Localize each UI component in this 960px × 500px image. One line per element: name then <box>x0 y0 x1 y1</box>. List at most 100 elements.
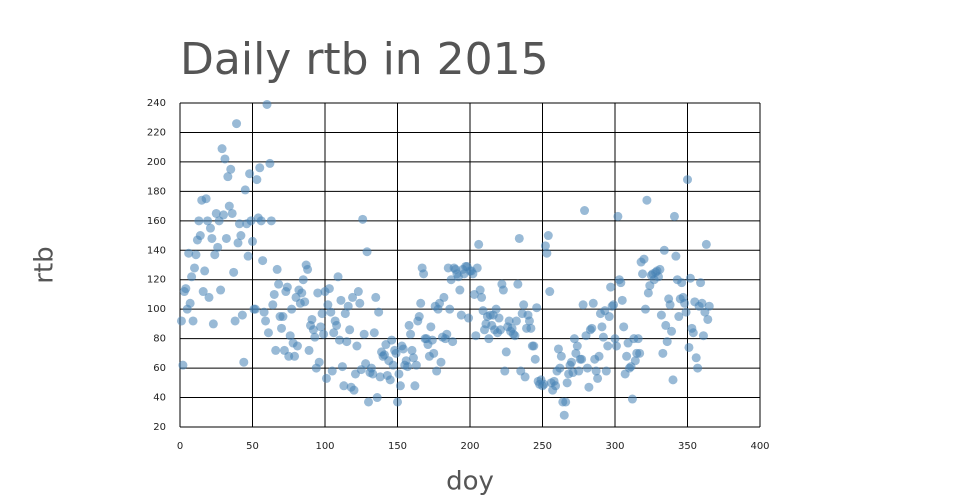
point <box>269 289 279 299</box>
point <box>335 335 344 345</box>
point <box>181 284 191 294</box>
point <box>205 223 215 233</box>
point <box>352 341 362 351</box>
point <box>540 241 550 251</box>
y-tick-label: 20 <box>153 422 166 433</box>
x-tick-label: 200 <box>460 441 479 452</box>
point <box>500 366 510 376</box>
point <box>407 345 417 355</box>
point <box>526 323 536 333</box>
point <box>658 348 668 358</box>
point <box>327 366 337 376</box>
point <box>372 393 382 403</box>
point <box>472 263 482 273</box>
point <box>551 381 561 391</box>
point <box>593 373 603 383</box>
point <box>661 320 671 330</box>
point <box>414 312 424 322</box>
point <box>510 331 520 341</box>
point <box>683 175 692 185</box>
point <box>627 394 637 404</box>
point <box>200 266 210 276</box>
point <box>654 272 663 282</box>
point <box>520 372 530 382</box>
point <box>659 245 669 255</box>
y-tick-label: 180 <box>147 186 166 197</box>
point <box>464 313 474 323</box>
point <box>655 264 665 274</box>
x-axis-label: doy <box>446 467 494 497</box>
point <box>191 250 201 260</box>
point <box>314 357 324 367</box>
point <box>232 119 242 129</box>
point <box>703 314 713 324</box>
point <box>513 279 523 289</box>
point <box>669 211 679 221</box>
point <box>594 351 604 361</box>
point <box>204 292 214 302</box>
point <box>252 175 262 185</box>
point <box>195 231 205 241</box>
point <box>609 300 619 310</box>
x-tick-label: 250 <box>533 441 552 452</box>
point <box>362 247 372 257</box>
point <box>272 264 282 274</box>
y-tick-label: 200 <box>147 157 166 168</box>
point <box>630 356 640 366</box>
point <box>368 369 378 379</box>
point <box>559 410 569 420</box>
point <box>411 360 421 370</box>
x-tick-label: 400 <box>750 441 769 452</box>
point <box>616 278 626 288</box>
y-tick-label: 40 <box>153 393 166 404</box>
point <box>227 208 237 218</box>
point <box>530 354 540 364</box>
point <box>211 208 221 218</box>
point <box>519 300 529 310</box>
point <box>375 372 385 382</box>
point <box>317 309 327 319</box>
point <box>216 285 226 295</box>
point <box>388 360 398 370</box>
point <box>263 328 273 338</box>
point <box>246 216 256 226</box>
y-tick-label: 240 <box>147 98 166 109</box>
point <box>245 169 255 179</box>
point <box>439 292 449 302</box>
point <box>277 323 286 333</box>
point <box>190 263 199 273</box>
y-tick-label: 220 <box>147 127 166 138</box>
y-axis-label: rtb <box>30 246 60 283</box>
point <box>681 307 691 317</box>
point <box>410 381 420 391</box>
point <box>582 363 592 373</box>
point <box>258 256 268 266</box>
point <box>221 233 231 243</box>
point <box>304 345 314 355</box>
point <box>271 345 281 355</box>
point <box>274 279 284 289</box>
point <box>210 250 220 260</box>
point <box>321 373 331 383</box>
point <box>429 348 439 358</box>
point <box>308 325 318 335</box>
point <box>416 298 426 308</box>
point <box>555 363 565 373</box>
point <box>611 341 621 351</box>
point <box>292 341 302 351</box>
point <box>261 316 271 326</box>
point <box>185 298 195 308</box>
point <box>674 312 684 322</box>
point <box>495 325 505 335</box>
point <box>229 267 239 277</box>
point <box>427 335 437 345</box>
point <box>456 310 466 320</box>
point <box>619 322 629 332</box>
point <box>684 342 694 352</box>
point <box>539 379 549 389</box>
point <box>230 316 240 326</box>
point <box>697 298 707 308</box>
point <box>265 158 275 168</box>
y-tick-label: 100 <box>147 304 166 315</box>
point <box>240 185 250 195</box>
